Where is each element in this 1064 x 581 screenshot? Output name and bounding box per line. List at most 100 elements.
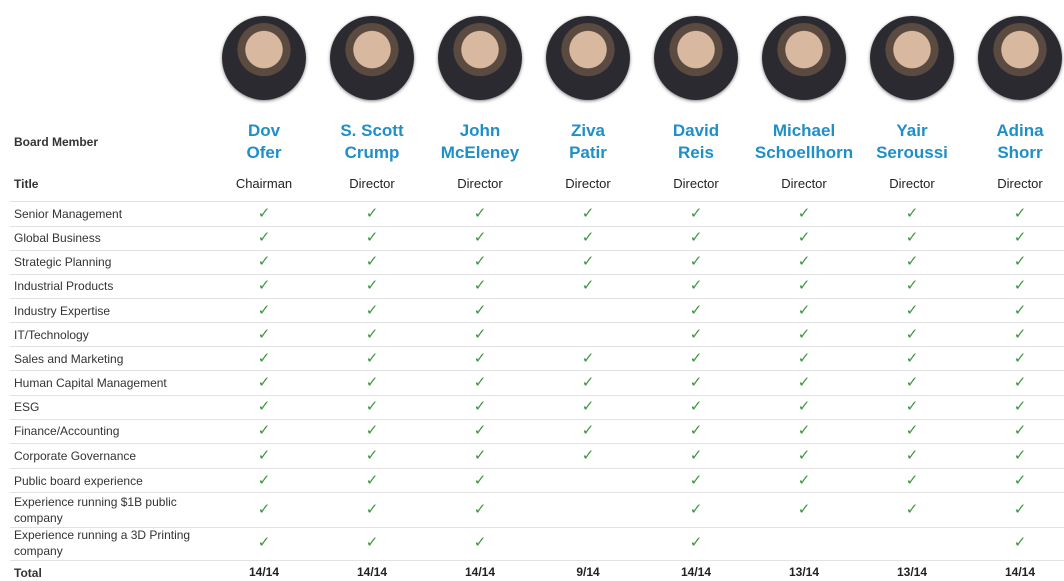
member-total: 14/14 [464, 565, 496, 579]
member-name: Yair [896, 121, 928, 140]
row-label: Industrial Products [14, 279, 114, 293]
row-separator [10, 226, 1064, 227]
member-name: Reis [678, 143, 714, 162]
check-mark: ✓ [1013, 302, 1027, 319]
check-mark: ✓ [257, 253, 271, 270]
check-mark: ✓ [365, 350, 379, 367]
check-mark: ✓ [1013, 277, 1027, 294]
check-mark: ✓ [473, 253, 487, 270]
row-separator [10, 274, 1064, 275]
check-mark: ✓ [581, 422, 595, 439]
check-mark: ✓ [473, 350, 487, 367]
check-mark: ✓ [797, 229, 811, 246]
check-mark: ✓ [797, 472, 811, 489]
check-mark: ✓ [905, 229, 919, 246]
row-separator [10, 492, 1064, 493]
row-separator [10, 419, 1064, 420]
check-mark: ✓ [797, 447, 811, 464]
check-mark: ✓ [473, 277, 487, 294]
check-mark: ✓ [257, 277, 271, 294]
check-mark: ✓ [1013, 350, 1027, 367]
check-mark: ✓ [905, 398, 919, 415]
check-mark: ✓ [1013, 326, 1027, 343]
check-mark: ✓ [365, 398, 379, 415]
member-name: S. Scott [340, 121, 404, 140]
check-mark: ✓ [797, 302, 811, 319]
check-mark: ✓ [473, 447, 487, 464]
check-mark: ✓ [365, 229, 379, 246]
check-mark: ✓ [581, 447, 595, 464]
member-title: Director [457, 176, 503, 191]
check-mark: ✓ [689, 326, 703, 343]
check-mark: ✓ [257, 350, 271, 367]
member-total: 14/14 [248, 565, 280, 579]
row-separator [10, 322, 1064, 323]
member-total: 9/14 [576, 565, 600, 579]
row-label: Sales and Marketing [14, 352, 124, 366]
member-title: Chairman [235, 176, 293, 191]
check-mark: ✓ [689, 205, 703, 222]
check-mark: ✓ [473, 302, 487, 319]
row-separator [10, 443, 1064, 444]
check-mark: ✓ [905, 277, 919, 294]
member-title: Director [565, 176, 611, 191]
check-mark: ✓ [581, 398, 595, 415]
header-label: Board Member [14, 135, 99, 149]
member-name: John [459, 121, 501, 140]
check-mark: ✓ [581, 277, 595, 294]
row-separator [10, 201, 1064, 202]
member-total: 14/14 [1004, 565, 1036, 579]
row-label: Human Capital Management [14, 376, 167, 390]
check-mark: ✓ [581, 229, 595, 246]
check-mark: ✓ [257, 472, 271, 489]
row-label: Industry Expertise [14, 304, 111, 318]
check-mark: ✓ [689, 534, 703, 551]
row-label: Experience running $1B public company [14, 495, 177, 525]
member-name: Ziva [570, 121, 606, 140]
check-mark: ✓ [905, 350, 919, 367]
check-mark: ✓ [257, 326, 271, 343]
row-label: Finance/Accounting [14, 424, 120, 438]
check-mark: ✓ [689, 422, 703, 439]
check-mark: ✓ [257, 374, 271, 391]
member-title: Director [997, 176, 1043, 191]
check-mark: ✓ [365, 501, 379, 518]
check-mark: ✓ [581, 374, 595, 391]
check-mark: ✓ [689, 374, 703, 391]
check-mark: ✓ [365, 277, 379, 294]
check-mark: ✓ [257, 229, 271, 246]
member-name: Schoellhorn [754, 143, 854, 162]
member-name: Patir [569, 143, 607, 162]
member-title: Director [349, 176, 395, 191]
check-mark: ✓ [365, 374, 379, 391]
row-separator [10, 370, 1064, 371]
check-mark: ✓ [581, 350, 595, 367]
check-mark: ✓ [797, 398, 811, 415]
member-title: Director [781, 176, 827, 191]
check-mark: ✓ [1013, 447, 1027, 464]
check-mark: ✓ [581, 253, 595, 270]
check-mark: ✓ [689, 398, 703, 415]
check-mark: ✓ [473, 229, 487, 246]
row-separator [10, 395, 1064, 396]
check-mark: ✓ [797, 205, 811, 222]
member-photo [978, 16, 1062, 100]
check-mark: ✓ [689, 501, 703, 518]
check-mark: ✓ [797, 326, 811, 343]
member-name: Ofer [246, 143, 282, 162]
check-mark: ✓ [1013, 472, 1027, 489]
member-title: Director [889, 176, 935, 191]
member-photo [330, 16, 414, 100]
member-photo [222, 16, 306, 100]
check-mark: ✓ [1013, 229, 1027, 246]
check-mark: ✓ [797, 253, 811, 270]
check-mark: ✓ [257, 534, 271, 551]
member-name: Seroussi [876, 143, 948, 162]
check-mark: ✓ [473, 398, 487, 415]
row-label: Experience running a 3D Printing company [14, 528, 191, 558]
row-label: IT/Technology [14, 328, 89, 342]
check-mark: ✓ [905, 447, 919, 464]
check-mark: ✓ [581, 205, 595, 222]
check-mark: ✓ [257, 422, 271, 439]
member-photo [870, 16, 954, 100]
